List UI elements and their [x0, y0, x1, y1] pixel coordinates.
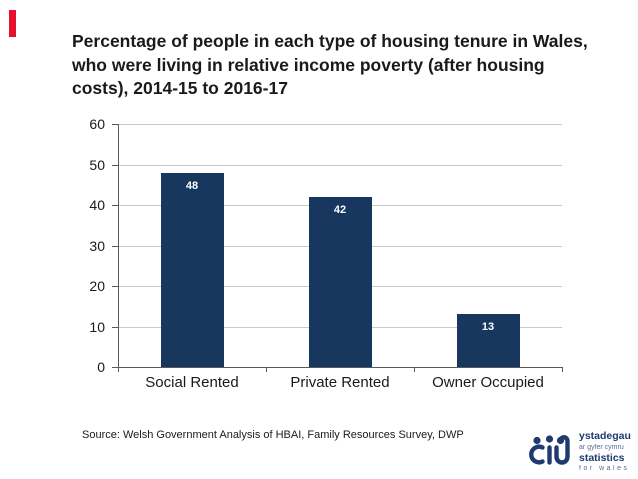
y-axis-tick	[112, 286, 118, 287]
source-note: Source: Welsh Government Analysis of HBA…	[82, 429, 464, 441]
y-axis-label: 60	[89, 116, 105, 132]
x-axis-tick	[562, 368, 563, 372]
bar-value-label: 48	[185, 179, 199, 192]
y-axis-tick	[112, 164, 118, 166]
y-axis-tick	[112, 205, 118, 206]
y-axis-tick	[112, 326, 118, 328]
y-axis-label: 40	[89, 197, 105, 213]
gridline	[118, 164, 562, 166]
bar-owner-occupied: 13	[456, 314, 520, 367]
bar-private-rented: 42	[308, 196, 372, 367]
bar-value-label: 42	[333, 203, 347, 216]
bar-value-label: 13	[481, 321, 495, 334]
gridline	[118, 124, 562, 125]
x-axis-tick	[118, 368, 119, 372]
y-axis-tick	[112, 245, 118, 247]
y-axis-label: 20	[89, 278, 105, 294]
statistics-for-wales-logo-text: ystadegau ar gyfer cymru statistics for …	[579, 431, 631, 472]
y-axis-label: 10	[89, 318, 105, 335]
y-axis-tick	[112, 367, 118, 368]
x-axis-line	[118, 367, 563, 368]
x-axis-label: Private Rented	[290, 374, 390, 391]
y-axis-line	[118, 124, 119, 367]
y-axis-label: 50	[89, 156, 105, 173]
bar-social-rented: 48	[160, 172, 224, 367]
logo-text-statistics: statistics	[579, 451, 625, 464]
x-axis-label: Social Rented	[145, 374, 239, 391]
x-axis-tick	[266, 368, 267, 372]
logo-text-for-wales: for wales	[579, 465, 630, 472]
y-axis-tick	[112, 124, 118, 125]
red-accent-bar	[9, 10, 16, 37]
logo-text-ystadegau: ystadegau	[579, 430, 631, 442]
chart-title-line: who were living in relative income pover…	[72, 54, 545, 75]
y-axis-label: 0	[97, 359, 105, 375]
statistics-for-wales-logo: ystadegau ar gyfer cymru statistics for …	[526, 431, 631, 472]
x-axis-label: Owner Occupied	[432, 374, 544, 391]
chart-title-line: Percentage of people in each type of hou…	[72, 31, 588, 51]
y-axis-label: 30	[89, 237, 105, 254]
chart-title: Percentage of people in each type of hou…	[72, 30, 617, 101]
statistics-for-wales-logo-icon	[529, 434, 570, 465]
chart-title-line: costs), 2014-15 to 2016-17	[72, 78, 288, 98]
logo-text-ar-gyfer-cymru: ar gyfer cymru	[579, 443, 624, 451]
x-axis-tick	[414, 368, 415, 372]
